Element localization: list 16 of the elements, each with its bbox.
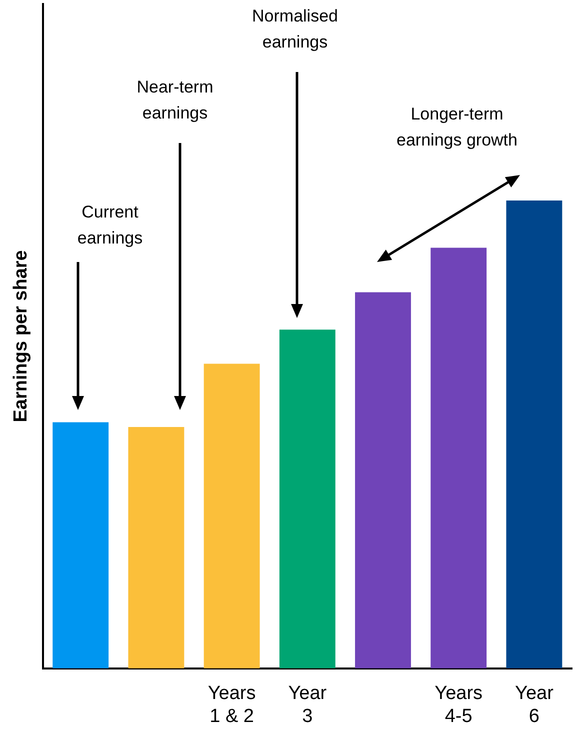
text: Normalised earnings — [252, 6, 338, 52]
bar — [52, 422, 109, 668]
text: Near-term earnings — [136, 78, 214, 123]
annotation: Current earnings — [77, 202, 143, 248]
bar — [204, 364, 260, 668]
x-tick-label: Years 4-5 — [434, 683, 483, 727]
x-tick-label: Year 3 — [288, 683, 328, 727]
x-tick-label: Years 1 & 2 — [208, 683, 256, 727]
bar — [506, 200, 562, 668]
x-tick-label: Year 6 — [515, 683, 554, 727]
bar — [128, 426, 184, 668]
text: Longer-term earnings growth — [396, 104, 518, 150]
bar — [355, 292, 411, 668]
bar — [279, 330, 336, 668]
bar — [430, 248, 487, 668]
y-axis-title: Earnings per share — [10, 250, 32, 422]
